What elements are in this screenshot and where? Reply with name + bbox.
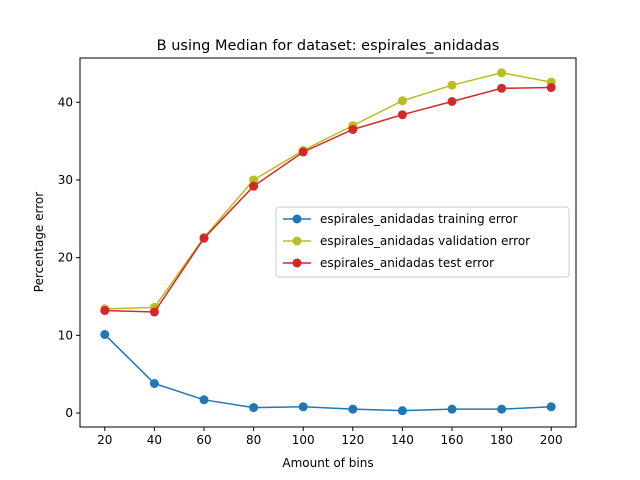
x-tick-label: 160 — [441, 433, 464, 447]
x-tick-label: 40 — [147, 433, 162, 447]
data-point — [149, 378, 159, 388]
data-point — [100, 305, 110, 315]
y-tick-label: 40 — [58, 95, 73, 109]
x-axis-label: Amount of bins — [282, 456, 373, 470]
data-point — [348, 124, 358, 134]
y-axis-ticks: 0 10 20 30 40 — [58, 95, 80, 420]
x-tick-label: 140 — [391, 433, 414, 447]
data-point — [497, 404, 507, 414]
y-tick-label: 0 — [65, 406, 73, 420]
y-axis-label: Percentage error — [32, 192, 46, 292]
legend-swatch-marker — [292, 258, 302, 268]
data-point — [497, 83, 507, 93]
data-point — [546, 83, 556, 93]
data-point — [199, 395, 209, 405]
x-tick-label: 100 — [292, 433, 315, 447]
y-tick-label: 10 — [58, 328, 73, 342]
data-point — [348, 404, 358, 414]
x-tick-label: 120 — [341, 433, 364, 447]
data-point — [100, 330, 110, 340]
x-tick-label: 60 — [196, 433, 211, 447]
data-point — [497, 68, 507, 78]
legend-box — [275, 206, 570, 278]
data-point — [447, 97, 457, 107]
y-tick-label: 20 — [58, 251, 73, 265]
legend-swatch-marker — [292, 236, 302, 246]
series-line-0 — [104, 334, 552, 412]
data-point — [397, 96, 407, 106]
axes-frame — [79, 57, 577, 428]
legend-entry-label: espirales_anidadas training error — [320, 212, 518, 226]
series-line-2 — [104, 86, 552, 313]
data-point — [149, 307, 159, 317]
x-tick-label: 80 — [246, 433, 261, 447]
data-point — [546, 402, 556, 412]
x-tick-label: 180 — [490, 433, 513, 447]
x-tick-label: 200 — [540, 433, 563, 447]
x-tick-label: 20 — [97, 433, 112, 447]
legend-swatch-marker — [292, 214, 302, 224]
data-point — [397, 110, 407, 120]
x-axis-ticks: 20 40 60 80 100 120 140 160 180 200 — [97, 427, 563, 447]
data-point — [249, 403, 259, 413]
data-point — [447, 404, 457, 414]
data-point — [447, 80, 457, 90]
legend: espirales_anidadas training error espiral… — [275, 206, 570, 278]
plot-area — [100, 68, 556, 416]
y-tick-label: 30 — [58, 173, 73, 187]
data-point — [249, 175, 259, 185]
data-point — [298, 147, 308, 157]
data-point — [298, 402, 308, 412]
data-point — [249, 181, 259, 191]
chart-title: B using Median for dataset: espirales_an… — [157, 38, 500, 54]
series-line-1 — [104, 71, 552, 310]
data-point — [199, 233, 209, 243]
legend-entry-label: espirales_anidadas validation error — [320, 234, 530, 248]
legend-entry-label: espirales_anidadas test error — [320, 256, 494, 270]
data-point — [397, 406, 407, 416]
